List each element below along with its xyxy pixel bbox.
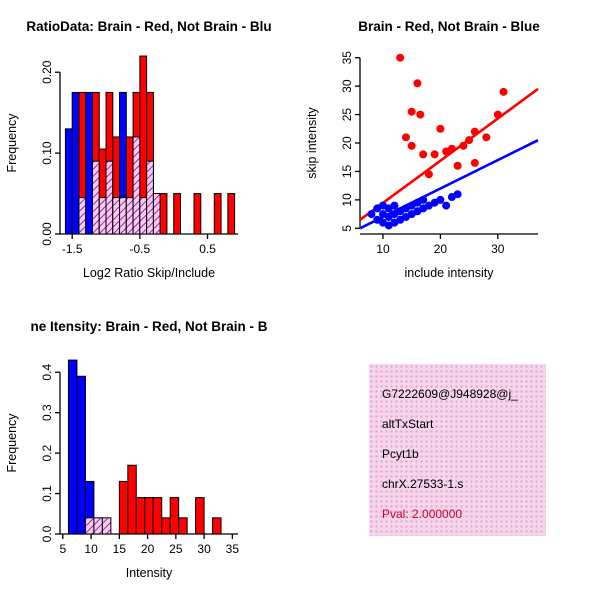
gene-symbol-text: Pcyt1b [382, 448, 419, 461]
svg-text:skip intensity: skip intensity [305, 106, 319, 178]
svg-text:10: 10 [340, 193, 354, 207]
gene-id-text: G7222609@J948928@j_ [382, 388, 518, 401]
svg-text:-0.5: -0.5 [130, 242, 151, 256]
svg-text:0.20: 0.20 [40, 60, 54, 84]
svg-text:35: 35 [340, 51, 354, 65]
intensity-scatter-panel: Brain - Red, Not Brain - Blue 10 20 30 inclu… [305, 19, 540, 280]
svg-text:30: 30 [491, 242, 505, 256]
svg-text:5: 5 [340, 225, 354, 232]
svg-text:30: 30 [340, 79, 354, 93]
svg-text:0.0: 0.0 [40, 525, 54, 542]
svg-text:25: 25 [340, 108, 354, 122]
svg-text:Intensity: Intensity [126, 566, 173, 580]
svg-text:Frequency: Frequency [5, 413, 19, 473]
svg-text:35: 35 [226, 542, 240, 556]
svg-text:0.10: 0.10 [40, 141, 54, 165]
svg-text:15: 15 [113, 542, 127, 556]
svg-text:Log2 Ratio Skip/Include: Log2 Ratio Skip/Include [83, 266, 215, 280]
locus-text: chrX.27533-1.s [382, 478, 464, 491]
svg-text:0.2: 0.2 [40, 444, 54, 461]
svg-text:20: 20 [141, 542, 155, 556]
svg-text:0.1: 0.1 [40, 485, 54, 502]
gene-info-box: G7222609@J948928@j_ altTxStart Pcyt1b ch… [369, 364, 546, 536]
svg-text:0.5: 0.5 [199, 242, 216, 256]
svg-text:20: 20 [434, 242, 448, 256]
svg-text:25: 25 [169, 542, 183, 556]
svg-text:0.4: 0.4 [40, 364, 54, 381]
svg-text:30: 30 [197, 542, 211, 556]
ratio-histogram-panel: RatioData: Brain - Red, Not Brain - Blu -… [5, 19, 272, 280]
pval-text: Pval: 2.000000 [382, 508, 463, 521]
intensity-histogram-panel: ne Itensity: Brain - Red, Not Brain - B 5… [5, 319, 268, 580]
svg-text:-1.5: -1.5 [62, 242, 83, 256]
svg-text:ne Itensity: Brain - Red, Not: ne Itensity: Brain - Red, Not Brain - B [30, 319, 267, 334]
svg-text:RatioData: Brain - Red, Not Br: RatioData: Brain - Red, Not Brain - Blu [26, 19, 271, 34]
svg-text:0.00: 0.00 [40, 222, 54, 246]
svg-text:0.3: 0.3 [40, 404, 54, 421]
svg-text:Frequency: Frequency [5, 113, 19, 173]
svg-text:10: 10 [376, 242, 390, 256]
svg-text:10: 10 [84, 542, 98, 556]
svg-text:5: 5 [59, 542, 66, 556]
svg-text:20: 20 [340, 136, 354, 150]
svg-text:include intensity: include intensity [405, 266, 495, 280]
svg-text:Brain - Red, Not Brain - Blue: Brain - Red, Not Brain - Blue [358, 19, 540, 34]
svg-text:15: 15 [340, 164, 354, 178]
event-type-text: altTxStart [382, 418, 434, 431]
